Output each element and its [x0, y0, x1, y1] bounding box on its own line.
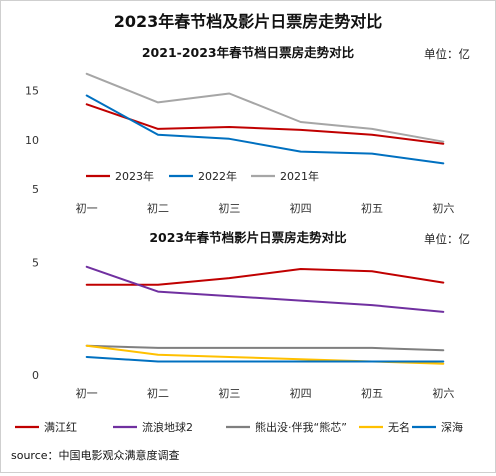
chart-2-xtick: 初二 — [147, 386, 169, 400]
chart-2-legend-label: 满江红 — [44, 421, 77, 434]
chart-2-title: 2023年春节档影片日票房走势对比 — [149, 230, 347, 245]
chart-2-series-line — [85, 268, 445, 286]
chart-1-title: 2021-2023年春节档日票房走势对比 — [142, 45, 355, 60]
chart-1: 2021-2023年春节档日票房走势对比 单位：亿 5 10 15 初一 初二 初三 初四 初… — [25, 45, 470, 215]
chart-2-ytick: 5 — [32, 256, 39, 269]
chart-2-series-line — [85, 356, 445, 363]
chart-2-legend-label: 深海 — [441, 420, 463, 434]
chart-1-xtick: 初一 — [76, 201, 98, 215]
chart-2-legend-label: 无名 — [388, 420, 410, 434]
chart-1-xtick: 初二 — [147, 201, 169, 215]
chart-2-xtick: 初一 — [76, 386, 98, 400]
chart-2-unit: 单位：亿 — [424, 232, 470, 246]
chart-2: 2023年春节档影片日票房走势对比 单位：亿 0 5 初一 初二 初三 初四 初五 初六满江红… — [15, 230, 470, 434]
chart-2-series-line — [85, 265, 445, 313]
chart-2-series-line — [85, 344, 445, 352]
main-title: 2023年春节档及影片日票房走势对比 — [114, 12, 383, 31]
chart-1-ytick: 15 — [25, 85, 39, 98]
chart-1-ytick: 5 — [32, 183, 39, 196]
chart-1-legend-label: 2021年 — [280, 169, 319, 183]
chart-1-unit: 单位：亿 — [424, 47, 470, 61]
source-note: source：中国电影观众满意度调查 — [11, 448, 180, 462]
chart-2-xtick: 初三 — [218, 386, 240, 400]
chart-1-xtick: 初三 — [218, 201, 240, 215]
chart-1-legend-label: 2023年 — [115, 169, 154, 183]
chart-2-xtick: 初四 — [290, 386, 312, 400]
chart-1-xtick: 初五 — [361, 201, 383, 215]
chart-1-ytick: 10 — [25, 134, 39, 147]
chart-2-ytick: 0 — [32, 369, 39, 382]
chart-1-legend-label: 2022年 — [198, 169, 237, 183]
chart-1-series-line — [85, 72, 445, 143]
chart-1-xtick: 初六 — [432, 201, 454, 215]
chart-2-legend-label: 熊出没·伴我“熊芯” — [255, 420, 347, 434]
chart-1-series-line — [85, 103, 445, 145]
chart-2-legend-label: 流浪地球2 — [142, 420, 193, 434]
chart-2-xtick: 初六 — [432, 386, 454, 400]
chart-2-xtick: 初五 — [361, 386, 383, 400]
chart-1-series-line — [85, 94, 445, 165]
chart-1-xtick: 初四 — [290, 201, 312, 215]
